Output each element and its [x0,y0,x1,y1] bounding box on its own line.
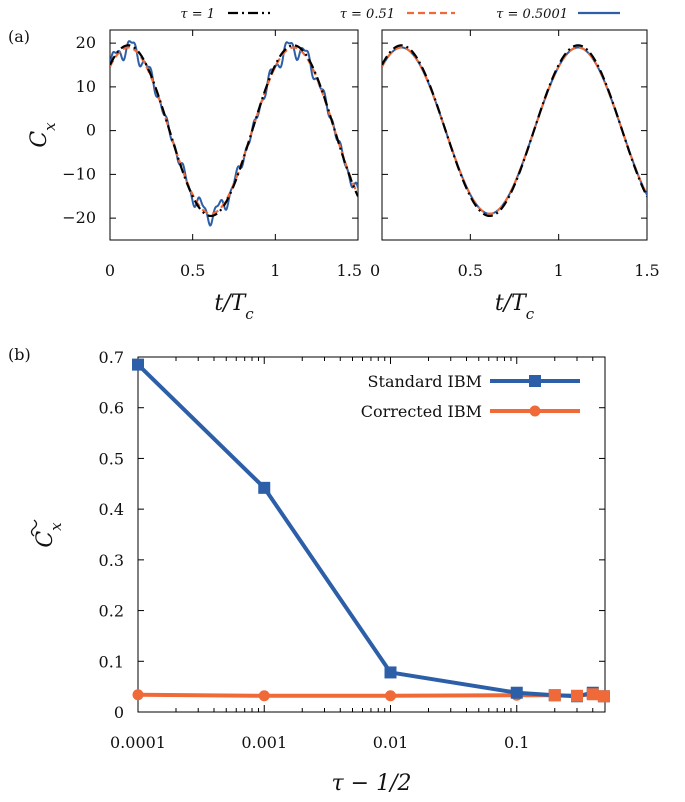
y-tick-label: −10 [62,164,96,183]
data-point-overlap [597,690,610,703]
series-line-right-2 [382,46,647,215]
x-axis-label: t/Tc [214,291,254,323]
y-tick-label: 0.2 [99,602,124,621]
panel-label-b: (b) [8,345,31,364]
y-tick-label: 20 [76,33,96,52]
x-axis-label: τ − 1/2 [332,771,412,796]
y-tick-label: 0.1 [99,652,124,671]
plot-frame [109,29,359,241]
legend-marker [529,375,541,387]
x-tick-label: 1.5 [337,261,362,280]
y-tick-label: 0.6 [99,399,124,418]
legend-marker [529,405,541,417]
legend-a: τ = 1 τ = 0.51 τ = 0.5001 [180,7,620,22]
y-tick-label: 0 [86,121,96,140]
x-tick-label: 1.5 [634,261,659,280]
x-tick-label: 1 [270,261,280,280]
y-tick-label: 0.4 [99,500,124,519]
x-tick-label: 1 [554,261,564,280]
x-tick-label: 0.5 [458,261,483,280]
x-tick-label: 0 [370,261,380,280]
data-point-overlap [570,689,583,702]
legend-b: Standard IBM Corrected IBM [361,372,580,421]
x-tick-label: 0.001 [241,733,287,752]
panel-label-a: (a) [8,27,30,46]
data-point-circle [258,690,270,702]
x-tick-label: 0.0001 [110,733,166,752]
panel-b: (b) 0.7 0.6 0.5 0.4 0.3 0.2 0.1 0 0.0001 0.001 0.01… [8,345,610,796]
y-axis-label: Cx [33,522,65,548]
tilde-accent [30,519,38,537]
subplot-left: 20 10 0 −10 −20 0 0.5 1 1.5 t/Tc [62,29,362,323]
x-tick-label: 0.01 [373,733,409,752]
y-tick-label: 0.7 [99,348,124,367]
legend-label: τ = 0.5001 [496,7,568,22]
data-point-square [132,358,144,371]
y-tick-label: 10 [76,77,96,96]
series-line-left-0 [110,44,358,218]
plot-frame [137,356,606,713]
y-tick-label: 0.5 [99,449,124,468]
y-axis-label-a: Cx [27,122,59,148]
data-point-circle [385,690,397,702]
plot-frame [381,29,648,241]
data-point-circle [132,689,144,701]
data-point-square [510,686,523,699]
legend-label: τ = 0.51 [340,7,395,22]
y-tick-label: 0 [114,703,124,722]
data-point-square [384,666,397,679]
legend-label: Standard IBM [368,372,482,391]
series-line-right-0 [382,44,647,218]
legend-label: τ = 1 [180,7,215,22]
subplot-right: 0 0.5 1 1.5 t/Tc [370,29,660,323]
data-point-square [258,481,271,494]
y-tick-label: −20 [62,208,96,227]
series-line-right-1 [382,46,647,215]
x-tick-label: 0.1 [504,733,529,752]
x-tick-label: 0.5 [180,261,205,280]
data-point-overlap [586,688,599,701]
x-axis-label: t/Tc [495,291,535,323]
legend-label: Corrected IBM [361,402,482,421]
data-point-overlap [548,689,561,702]
y-tick-label: 0.3 [99,551,124,570]
x-tick-label: 0 [105,261,115,280]
panel-a: (a) 20 10 0 −10 −20 0 0.5 1 1.5 t/Tc 0 0.5 1 1.5 t/Tc Cx… [8,7,660,323]
series-line-left-1 [110,46,358,215]
